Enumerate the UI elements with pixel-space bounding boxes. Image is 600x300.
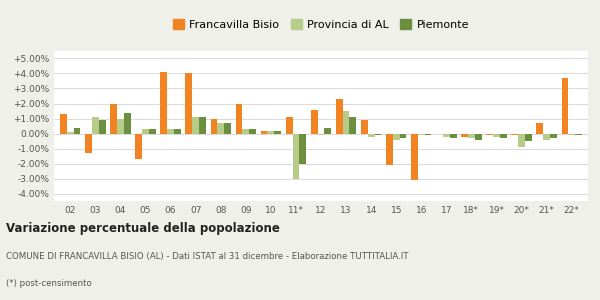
Bar (400, 134, 406, 138)
Bar (92, 117, 99, 134)
Bar (117, 118, 124, 134)
Bar (393, 134, 400, 140)
Bar (349, 117, 356, 134)
Bar (487, 134, 493, 135)
Bar (411, 134, 418, 180)
Bar (336, 99, 343, 134)
Bar (536, 123, 543, 134)
Bar (249, 129, 256, 134)
Bar (242, 129, 249, 134)
Bar (568, 134, 575, 135)
Bar (550, 134, 557, 138)
Bar (500, 134, 506, 138)
Bar (199, 117, 206, 134)
Bar (60, 114, 67, 134)
Bar (160, 72, 167, 134)
Bar (124, 112, 131, 134)
Bar (236, 103, 242, 134)
Bar (192, 117, 199, 134)
Bar (99, 120, 106, 134)
Bar (575, 134, 582, 135)
Bar (261, 130, 268, 134)
Bar (386, 134, 393, 165)
Text: Variazione percentuale della popolazione: Variazione percentuale della popolazione (6, 222, 280, 235)
Bar (67, 132, 74, 134)
Bar (142, 129, 149, 134)
Bar (74, 128, 80, 134)
Legend: Francavilla Bisio, Provincia di AL, Piemonte: Francavilla Bisio, Provincia di AL, Piem… (169, 15, 473, 34)
Text: (*) post-censimento: (*) post-censimento (6, 279, 92, 288)
Bar (217, 123, 224, 134)
Bar (174, 129, 181, 134)
Bar (299, 134, 306, 164)
Bar (286, 117, 293, 134)
Bar (543, 134, 550, 140)
Bar (136, 134, 142, 159)
Bar (211, 118, 217, 134)
Bar (85, 134, 92, 153)
Bar (274, 130, 281, 134)
Bar (110, 103, 117, 134)
Bar (361, 120, 368, 134)
Bar (185, 74, 192, 134)
Bar (518, 134, 525, 147)
Bar (511, 134, 518, 135)
Bar (368, 134, 374, 136)
Bar (149, 129, 155, 134)
Bar (311, 110, 317, 134)
Bar (343, 111, 349, 134)
Bar (268, 130, 274, 134)
Bar (450, 134, 457, 138)
Bar (425, 134, 431, 135)
Text: COMUNE DI FRANCAVILLA BISIO (AL) - Dati ISTAT al 31 dicembre - Elaborazione TUTT: COMUNE DI FRANCAVILLA BISIO (AL) - Dati … (6, 252, 409, 261)
Bar (224, 123, 231, 134)
Bar (468, 134, 475, 138)
Bar (418, 134, 425, 135)
Bar (443, 134, 450, 136)
Bar (493, 134, 500, 136)
Bar (562, 78, 568, 134)
Bar (525, 134, 532, 141)
Bar (475, 134, 482, 140)
Bar (461, 134, 468, 136)
Bar (325, 128, 331, 134)
Bar (293, 134, 299, 178)
Bar (167, 129, 174, 134)
Bar (317, 134, 325, 135)
Bar (374, 134, 381, 135)
